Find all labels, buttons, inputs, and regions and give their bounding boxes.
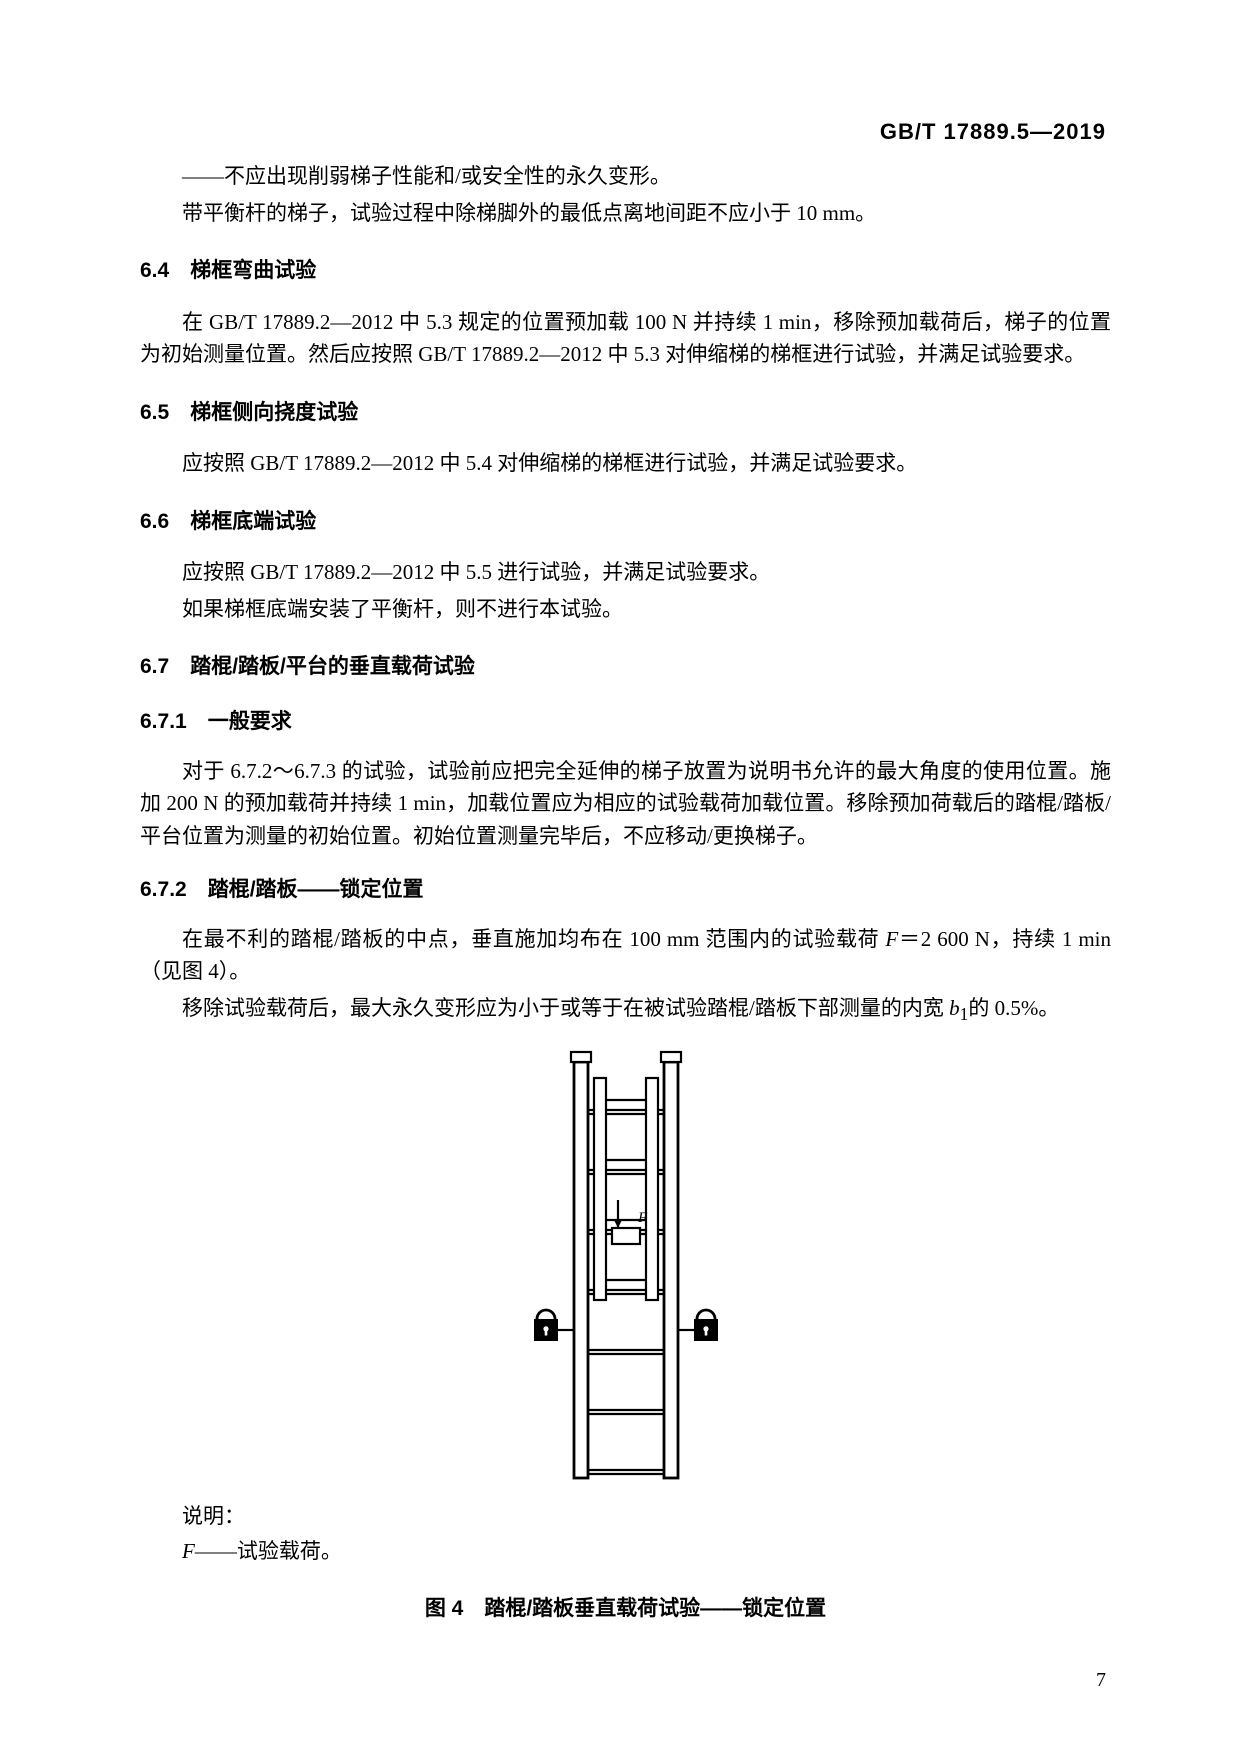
- standard-number: GB/T 17889.5—2019: [880, 115, 1106, 149]
- var-f-explain: F: [182, 1539, 195, 1563]
- para-6-4: 在 GB/T 17889.2—2012 中 5.3 规定的位置预加载 100 N…: [140, 306, 1111, 371]
- para-6-7-2-a: 在最不利的踏棍/踏板的中点，垂直施加均布在 100 mm 范围内的试验载荷 F＝…: [140, 923, 1111, 988]
- intro-bullet: ——不应出现削弱梯子性能和/或安全性的永久变形。: [140, 160, 1111, 193]
- var-f: F: [885, 927, 898, 951]
- heading-6-6: 6.6 梯框底端试验: [140, 506, 1111, 539]
- figure-4-wrap: F: [140, 1050, 1111, 1490]
- heading-6-7: 6.7 踏棍/踏板/平台的垂直载荷试验: [140, 651, 1111, 684]
- figure-4-caption: 图 4 踏棍/踏板垂直载荷试验——锁定位置: [140, 1593, 1111, 1626]
- text-span: 的 0.5%。: [968, 996, 1059, 1020]
- svg-text:F: F: [637, 1210, 648, 1226]
- var-b: b: [949, 996, 960, 1020]
- text-span: 移除试验载荷后，最大永久变形应为小于或等于在被试验踏棍/踏板下部测量的内宽: [182, 996, 949, 1020]
- heading-6-7-1: 6.7.1 一般要求: [140, 706, 1111, 739]
- figure-4-svg: F: [466, 1050, 786, 1490]
- explain-f-line: F——试验载荷。: [140, 1535, 1111, 1568]
- para-6-6-2: 如果梯框底端安装了平衡杆，则不进行本试验。: [140, 593, 1111, 626]
- para-6-7-2-b: 移除试验载荷后，最大永久变形应为小于或等于在被试验踏棍/踏板下部测量的内宽 b1…: [140, 992, 1111, 1028]
- heading-6-5: 6.5 梯框侧向挠度试验: [140, 397, 1111, 430]
- page-number: 7: [1096, 1665, 1106, 1696]
- explain-label: 说明：: [140, 1500, 1111, 1533]
- intro-para: 带平衡杆的梯子，试验过程中除梯脚外的最低点离地间距不应小于 10 mm。: [140, 197, 1111, 230]
- para-6-7-1: 对于 6.7.2～6.7.3 的试验，试验前应把完全延伸的梯子放置为说明书允许的…: [140, 755, 1111, 853]
- para-6-5: 应按照 GB/T 17889.2—2012 中 5.4 对伸缩梯的梯框进行试验，…: [140, 447, 1111, 480]
- explain-text: ——试验载荷。: [195, 1539, 342, 1563]
- heading-6-4: 6.4 梯框弯曲试验: [140, 255, 1111, 288]
- para-6-6-1: 应按照 GB/T 17889.2—2012 中 5.5 进行试验，并满足试验要求…: [140, 556, 1111, 589]
- heading-6-7-2: 6.7.2 踏棍/踏板——锁定位置: [140, 874, 1111, 907]
- text-span: 在最不利的踏棍/踏板的中点，垂直施加均布在 100 mm 范围内的试验载荷: [182, 927, 885, 951]
